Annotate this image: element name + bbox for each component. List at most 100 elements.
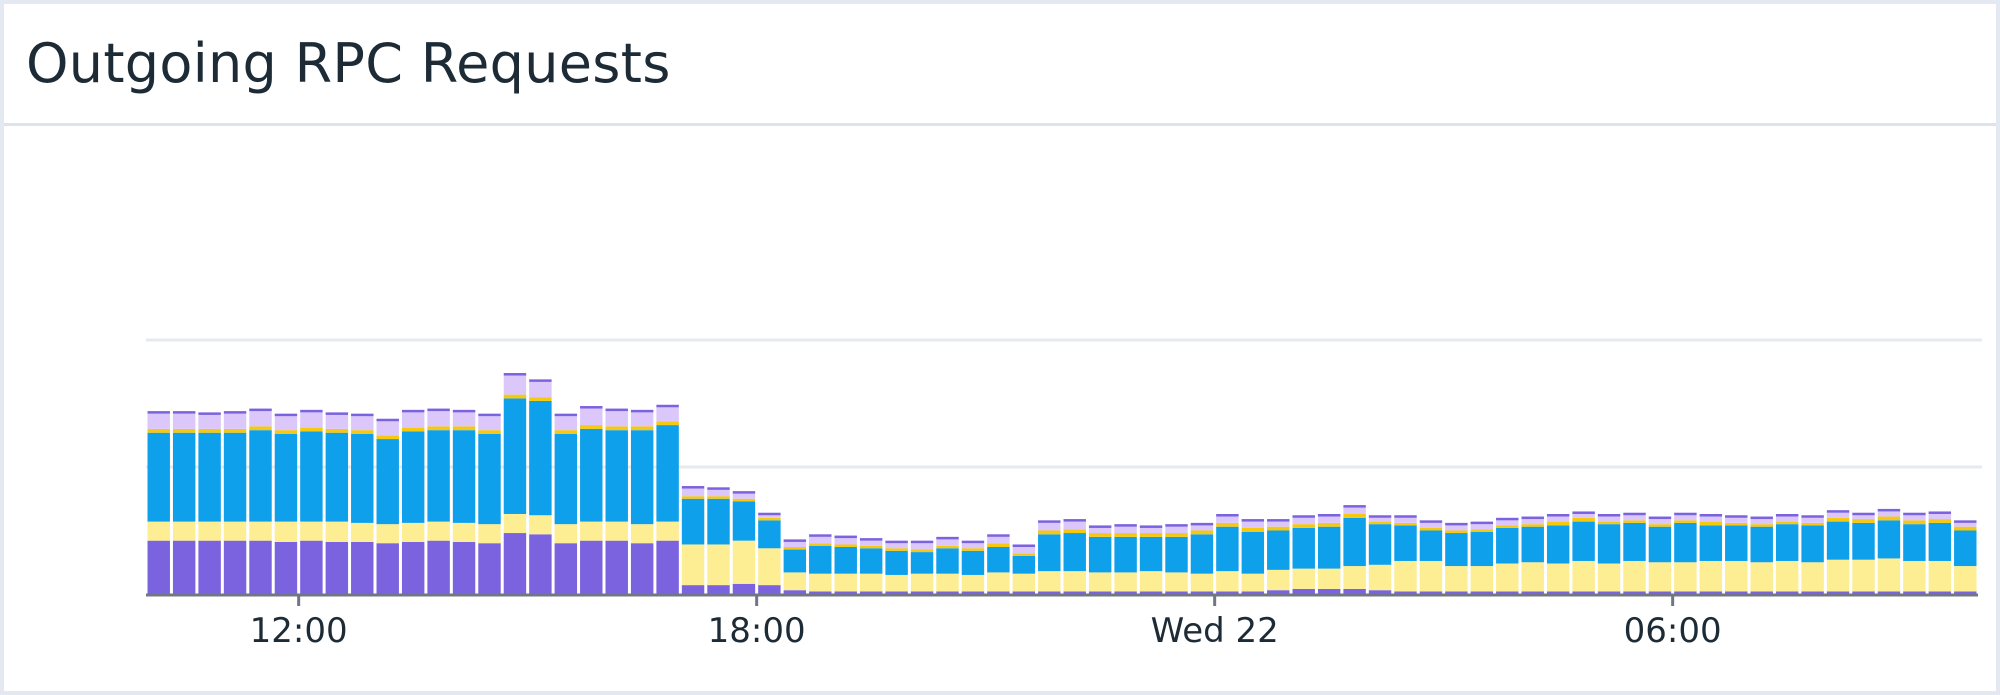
bar-segment-series-1-51[interactable] (1445, 591, 1468, 594)
bar-segment-series-6-69[interactable] (1903, 512, 1926, 516)
bar-segment-series-4-63[interactable] (1750, 524, 1773, 527)
bar-segment-series-5-0[interactable] (147, 413, 170, 429)
bar-segment-series-4-39[interactable] (1139, 533, 1163, 537)
bar-segment-series-2-51[interactable] (1445, 566, 1468, 592)
bar-segment-series-5-8[interactable] (351, 416, 374, 431)
bar-segment-series-3-28[interactable] (859, 548, 883, 574)
bar-segment-series-4-40[interactable] (1165, 533, 1188, 537)
bar-segment-series-6-59[interactable] (1648, 516, 1672, 520)
bar-segment-series-2-24[interactable] (758, 548, 781, 586)
bar-segment-series-4-4[interactable] (249, 426, 272, 431)
bar-segment-series-4-20[interactable] (656, 421, 679, 426)
bar-segment-series-3-34[interactable] (1012, 555, 1036, 574)
bar-segment-series-1-40[interactable] (1165, 591, 1188, 594)
bar-segment-series-4-5[interactable] (274, 430, 298, 434)
bar-segment-series-2-34[interactable] (1012, 573, 1036, 592)
bar-segment-series-6-42[interactable] (1216, 513, 1239, 517)
bar-segment-series-5-41[interactable] (1190, 525, 1214, 531)
bar-segment-series-5-29[interactable] (885, 543, 908, 549)
bar-segment-series-2-12[interactable] (452, 522, 476, 542)
bar-segment-series-5-37[interactable] (1088, 527, 1112, 534)
bar-segment-series-4-28[interactable] (859, 545, 883, 549)
bar-segment-series-6-31[interactable] (936, 536, 959, 540)
bar-segment-series-1-10[interactable] (401, 541, 425, 594)
bar-segment-series-3-16[interactable] (554, 433, 578, 525)
bar-segment-series-5-5[interactable] (274, 416, 298, 431)
bar-segment-series-5-49[interactable] (1394, 517, 1417, 523)
bar-segment-series-5-60[interactable] (1674, 515, 1697, 521)
bar-segment-series-4-54[interactable] (1521, 524, 1544, 527)
bar-segment-series-3-25[interactable] (783, 549, 807, 573)
bar-segment-series-3-30[interactable] (910, 552, 934, 574)
bar-segment-series-4-55[interactable] (1546, 521, 1570, 526)
bar-segment-series-4-70[interactable] (1928, 519, 1952, 523)
bar-segment-series-2-47[interactable] (1343, 566, 1366, 589)
bar-segment-series-6-56[interactable] (1572, 511, 1595, 514)
bar-segment-series-4-58[interactable] (1623, 520, 1646, 523)
bar-segment-series-4-32[interactable] (961, 548, 985, 551)
bar-segment-series-4-18[interactable] (605, 426, 628, 431)
bar-segment-series-2-22[interactable] (707, 544, 730, 586)
bar-segment-series-1-0[interactable] (147, 540, 170, 594)
bar-segment-series-4-38[interactable] (1114, 533, 1137, 537)
bar-segment-series-5-65[interactable] (1801, 517, 1824, 523)
bar-segment-series-2-56[interactable] (1572, 560, 1595, 592)
bar-segment-series-6-58[interactable] (1623, 512, 1646, 516)
bar-segment-series-3-41[interactable] (1190, 534, 1214, 574)
bar-segment-series-4-21[interactable] (681, 496, 705, 499)
bar-segment-series-6-9[interactable] (376, 418, 399, 422)
bar-segment-series-1-9[interactable] (376, 543, 399, 594)
bar-segment-series-3-23[interactable] (732, 501, 756, 541)
bar-segment-series-1-4[interactable] (249, 540, 272, 594)
bar-segment-series-4-30[interactable] (910, 549, 934, 553)
bar-segment-series-6-5[interactable] (274, 413, 298, 417)
bar-segment-series-5-13[interactable] (478, 416, 501, 431)
bar-segment-series-1-13[interactable] (478, 543, 501, 594)
bar-segment-series-5-53[interactable] (1496, 520, 1519, 526)
bar-segment-series-3-45[interactable] (1292, 527, 1315, 569)
bar-segment-series-6-4[interactable] (249, 408, 272, 412)
bar-segment-series-2-60[interactable] (1674, 562, 1697, 592)
bar-segment-series-5-31[interactable] (936, 539, 959, 546)
bar-segment-series-6-53[interactable] (1496, 517, 1519, 521)
bar-segment-series-5-40[interactable] (1165, 526, 1188, 534)
bar-segment-series-4-9[interactable] (376, 435, 399, 440)
bar-segment-series-5-61[interactable] (1699, 516, 1723, 522)
bar-segment-series-2-61[interactable] (1699, 560, 1723, 592)
bar-segment-series-1-6[interactable] (300, 540, 323, 594)
bar-segment-series-3-32[interactable] (961, 550, 985, 575)
bar-segment-series-6-43[interactable] (1241, 519, 1265, 522)
bar-segment-series-6-36[interactable] (1063, 519, 1086, 522)
bar-segment-series-4-60[interactable] (1674, 520, 1697, 523)
bar-segment-series-1-30[interactable] (910, 591, 934, 594)
bar-segment-series-6-11[interactable] (427, 408, 450, 412)
bar-segment-series-1-38[interactable] (1114, 591, 1137, 594)
bar-segment-series-3-56[interactable] (1572, 521, 1595, 561)
bar-segment-series-4-35[interactable] (1038, 530, 1061, 535)
bar-segment-series-3-31[interactable] (936, 548, 959, 574)
bar-segment-series-5-39[interactable] (1139, 527, 1163, 534)
bar-segment-series-3-40[interactable] (1165, 536, 1188, 573)
bar-segment-series-1-31[interactable] (936, 591, 959, 594)
bar-segment-series-3-37[interactable] (1088, 536, 1112, 573)
bar-segment-series-4-59[interactable] (1648, 524, 1672, 527)
bar-segment-series-5-30[interactable] (910, 543, 934, 550)
bar-segment-series-1-25[interactable] (783, 590, 807, 594)
bar-segment-series-6-25[interactable] (783, 539, 807, 542)
bar-segment-series-5-63[interactable] (1750, 519, 1773, 525)
bar-segment-series-1-8[interactable] (351, 541, 374, 594)
bar-segment-series-3-69[interactable] (1903, 524, 1926, 561)
bar-segment-series-6-3[interactable] (223, 411, 247, 414)
bar-segment-series-2-49[interactable] (1394, 560, 1417, 592)
bar-segment-series-5-44[interactable] (1267, 521, 1290, 527)
bar-segment-series-2-29[interactable] (885, 574, 908, 592)
bar-segment-series-3-44[interactable] (1267, 530, 1290, 570)
bar-segment-series-2-39[interactable] (1139, 571, 1163, 592)
bar-segment-series-3-4[interactable] (249, 430, 272, 522)
bar-segment-series-5-23[interactable] (732, 493, 756, 499)
bar-segment-series-5-33[interactable] (987, 536, 1010, 544)
bar-segment-series-5-55[interactable] (1546, 516, 1570, 522)
bar-segment-series-5-50[interactable] (1419, 522, 1443, 528)
bar-segment-series-2-57[interactable] (1597, 563, 1621, 592)
bar-segment-series-3-18[interactable] (605, 430, 628, 522)
